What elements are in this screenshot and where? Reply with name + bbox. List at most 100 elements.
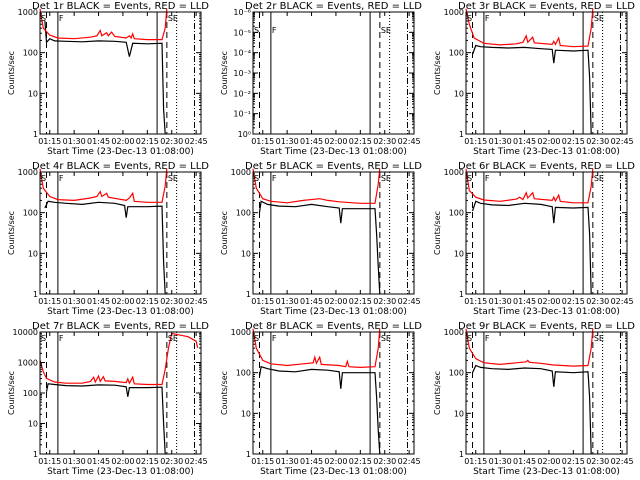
- series-line-lld: [252, 328, 381, 369]
- y-tick-label: 1: [246, 290, 251, 299]
- x-axis-label: Start Time (23-Dec-13 01:08:00): [473, 307, 620, 317]
- y-tick-label: 10: [454, 89, 464, 98]
- y-tick-label: 10⁻³: [233, 69, 251, 78]
- chart-panel-5: Det 5r BLACK = Events, RED = LLD S F SE 01:1…: [220, 161, 422, 317]
- y-axis-label: Counts/sec: [7, 371, 16, 415]
- y-tick-label: 1000: [231, 328, 251, 337]
- series-line-lld: [465, 328, 594, 367]
- y-tick-label: 1: [33, 290, 38, 299]
- flag-label: S: [467, 334, 472, 343]
- flag-label: S: [41, 174, 46, 183]
- plot-frame: [465, 331, 628, 455]
- y-tick-label: 1: [33, 130, 38, 139]
- chart-panel-8: Det 8r BLACK = Events, RED = LLD S F SE 01:1…: [220, 321, 422, 477]
- series-line-events: [471, 200, 592, 295]
- y-tick-label: 10: [28, 249, 38, 258]
- x-tick-label: 01:45: [513, 137, 536, 146]
- x-tick-label: 02:15: [349, 137, 372, 146]
- x-tick-label: 02:15: [136, 297, 159, 306]
- x-tick-label: 02:00: [111, 137, 134, 146]
- x-tick-label: 01:45: [87, 137, 110, 146]
- x-tick-label: 02:45: [398, 457, 421, 466]
- panel-title: Det 6r BLACK = Events, RED = LLD: [458, 161, 635, 172]
- x-tick-label: 01:15: [251, 457, 274, 466]
- plot-frame: [252, 331, 415, 455]
- x-tick-label: 02:15: [562, 297, 585, 306]
- x-tick-label: 02:45: [398, 137, 421, 146]
- x-tick-label: 01:15: [251, 297, 274, 306]
- flag-label: F: [485, 334, 490, 343]
- x-axis-label: Start Time (23-Dec-13 01:08:00): [260, 467, 407, 477]
- y-tick-label: 100: [449, 209, 464, 218]
- y-axis-label: Counts/sec: [7, 51, 16, 95]
- x-tick-label: 02:45: [398, 297, 421, 306]
- panel-title: Det 7r BLACK = Events, RED = LLD: [32, 321, 209, 332]
- y-tick-label: 10⁻⁴: [233, 49, 251, 58]
- x-axis-label: Start Time (23-Dec-13 01:08:00): [473, 467, 620, 477]
- x-axis-label: Start Time (23-Dec-13 01:08:00): [47, 467, 194, 477]
- flag-label: S: [254, 334, 259, 343]
- x-tick-label: 01:30: [489, 297, 512, 306]
- x-tick-label: 02:00: [111, 457, 134, 466]
- flag-label: S: [41, 334, 46, 343]
- x-tick-label: 02:45: [185, 297, 208, 306]
- flag-label: SE: [381, 26, 391, 35]
- x-tick-label: 02:15: [349, 457, 372, 466]
- plot-frame: [39, 11, 202, 135]
- x-axis-label: Start Time (23-Dec-13 01:08:00): [260, 307, 407, 317]
- y-tick-label: 10000: [13, 328, 38, 337]
- x-tick-label: 01:15: [38, 137, 61, 146]
- y-tick-label: 1000: [444, 8, 464, 17]
- series-line-events: [471, 364, 592, 455]
- flag-label: SE: [168, 334, 178, 343]
- y-tick-label: 1000: [18, 359, 38, 368]
- series-line-events: [471, 44, 592, 135]
- x-tick-label: 02:00: [537, 457, 560, 466]
- x-tick-label: 01:45: [300, 297, 323, 306]
- x-tick-label: 01:45: [300, 457, 323, 466]
- x-tick-label: 02:15: [136, 137, 159, 146]
- y-tick-label: 100: [236, 209, 251, 218]
- x-tick-label: 01:45: [87, 457, 110, 466]
- x-axis-label: Start Time (23-Dec-13 01:08:00): [47, 307, 194, 317]
- x-tick-label: 01:15: [464, 297, 487, 306]
- panel-title: Det 3r BLACK = Events, RED = LLD: [458, 1, 635, 12]
- y-tick-label: 100: [23, 389, 38, 398]
- series-line-events: [44, 200, 166, 295]
- flag-label: SE: [168, 174, 178, 183]
- y-tick-label: 10⁻⁶: [233, 8, 251, 17]
- flag-label: F: [485, 14, 490, 23]
- flag-label: S: [467, 174, 472, 183]
- x-tick-label: 02:00: [537, 137, 560, 146]
- panel-title: Det 9r BLACK = Events, RED = LLD: [458, 321, 635, 332]
- panel-title: Det 8r BLACK = Events, RED = LLD: [245, 321, 422, 332]
- y-tick-label: 1000: [231, 168, 251, 177]
- x-tick-label: 01:15: [464, 457, 487, 466]
- flag-label: F: [272, 174, 277, 183]
- plot-frame: [39, 171, 202, 295]
- x-tick-label: 01:15: [38, 297, 61, 306]
- x-tick-label: 02:00: [324, 457, 347, 466]
- x-tick-label: 02:15: [562, 457, 585, 466]
- x-tick-label: 02:00: [324, 297, 347, 306]
- x-tick-label: 01:30: [63, 137, 86, 146]
- panel-title: Det 4r BLACK = Events, RED = LLD: [32, 161, 209, 172]
- flag-label: F: [272, 334, 277, 343]
- chart-panel-2: Det 2r BLACK = Events, RED = LLD S F SE 01:1…: [220, 1, 422, 157]
- panel-title: Det 1r BLACK = Events, RED = LLD: [32, 1, 209, 12]
- x-tick-label: 02:30: [160, 457, 183, 466]
- x-tick-label: 02:15: [349, 297, 372, 306]
- x-axis-label: Start Time (23-Dec-13 01:08:00): [473, 147, 620, 157]
- y-axis-label: Counts/sec: [433, 211, 442, 255]
- x-tick-label: 01:45: [513, 457, 536, 466]
- x-tick-label: 02:30: [373, 457, 396, 466]
- y-tick-label: 10: [241, 409, 251, 418]
- x-tick-label: 01:45: [87, 297, 110, 306]
- series-line-lld: [465, 168, 594, 204]
- y-tick-label: 10: [241, 249, 251, 258]
- x-tick-label: 02:45: [611, 137, 634, 146]
- x-tick-label: 01:15: [251, 137, 274, 146]
- plot-frame: [465, 11, 628, 135]
- x-tick-label: 01:30: [489, 457, 512, 466]
